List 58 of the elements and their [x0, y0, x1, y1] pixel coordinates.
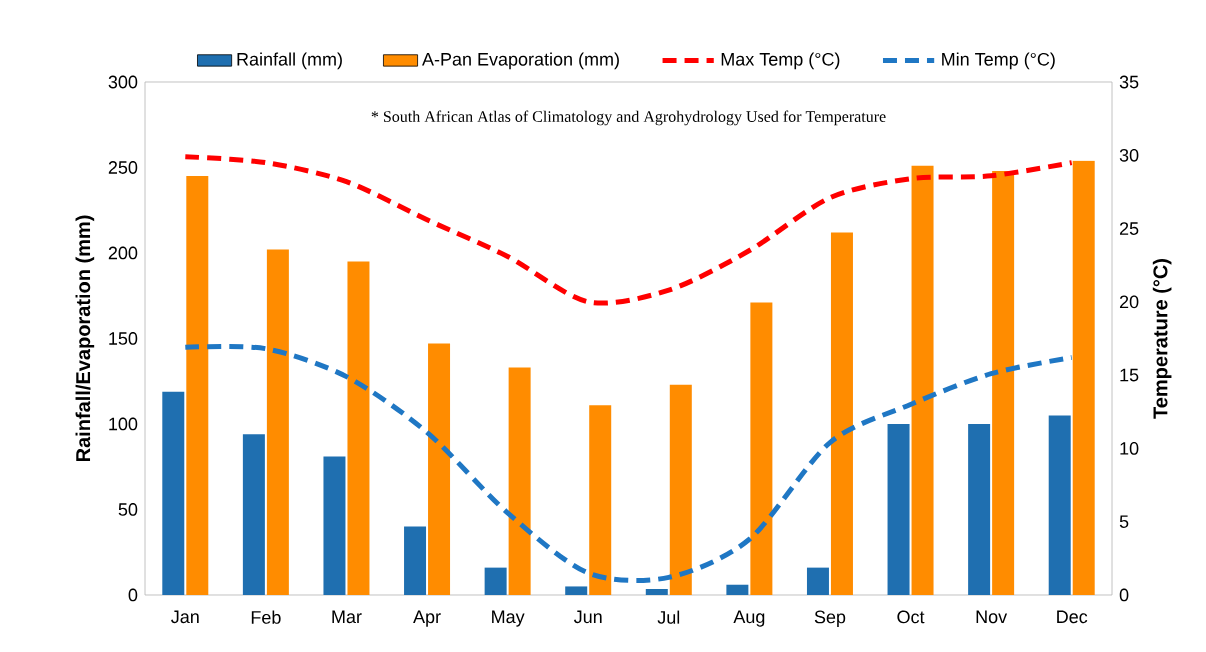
y2-tick-label: 15 — [1120, 368, 1139, 382]
bar — [508, 367, 531, 595]
x-tick-label: Nov — [976, 610, 1008, 624]
bar — [565, 586, 588, 595]
y2-tick-label: 20 — [1119, 295, 1139, 309]
y-tick-label: 200 — [108, 246, 138, 260]
y2-tick-label: 30 — [1119, 148, 1139, 162]
bar — [1072, 160, 1095, 595]
y2-axis-title: Temperature (°C) — [1152, 259, 1172, 419]
x-tick-label: Dec — [1057, 610, 1088, 624]
y-tick-label: 100 — [109, 417, 138, 431]
bar — [669, 384, 692, 595]
bar — [911, 165, 934, 595]
x-tick-label: Jan — [171, 610, 199, 624]
bar — [968, 423, 991, 595]
legend-label: Max Temp (°C) — [721, 52, 840, 70]
y-tick-label: 250 — [108, 161, 138, 174]
y-tick-label: 50 — [118, 503, 138, 516]
bar — [806, 567, 829, 595]
bar — [186, 176, 209, 595]
bar — [589, 405, 612, 595]
x-tick-label: Mar — [332, 610, 362, 624]
bar — [830, 232, 853, 595]
bar — [266, 249, 289, 595]
y-tick-label: 0 — [128, 588, 138, 602]
y2-tick-label: 5 — [1119, 515, 1129, 528]
bar — [1048, 415, 1071, 595]
y2-tick-label: 35 — [1119, 75, 1139, 89]
x-tick-label: May — [492, 610, 525, 627]
y2-tick-label: 25 — [1119, 222, 1139, 235]
x-tick-label: Aug — [733, 610, 765, 627]
x-tick-label: Jul — [657, 610, 680, 624]
bar — [645, 589, 668, 595]
x-tick-label: Jun — [573, 610, 602, 624]
y-tick-label: 300 — [108, 75, 138, 89]
legend-label: Min Temp (°C) — [942, 52, 1055, 70]
bar — [347, 261, 370, 595]
x-tick-label: Sep — [814, 610, 846, 627]
legend-label: Rainfall (mm) — [237, 52, 342, 70]
bar — [404, 526, 427, 595]
y-tick-label: 150 — [109, 332, 138, 345]
bar — [992, 170, 1015, 595]
y-axis-title: Rainfall/Evaporation (mm) — [75, 215, 95, 462]
x-tick-label: Apr — [413, 610, 441, 627]
bar — [162, 391, 185, 595]
x-tick-label: Oct — [897, 610, 925, 624]
bar — [242, 434, 265, 595]
legend-label: A-Pan Evaporation (mm) — [422, 52, 619, 70]
bar — [428, 343, 451, 595]
x-tick-label: Feb — [251, 610, 281, 624]
bar — [887, 423, 910, 595]
annotation: * South African Atlas of Climatology and Agrohydrology Used for Temperature — [371, 110, 886, 126]
y2-tick-label: 10 — [1120, 442, 1139, 455]
bar — [323, 456, 346, 595]
bar — [484, 567, 507, 595]
y2-tick-label: 0 — [1119, 588, 1129, 602]
bar — [726, 584, 749, 595]
bar — [750, 302, 773, 595]
